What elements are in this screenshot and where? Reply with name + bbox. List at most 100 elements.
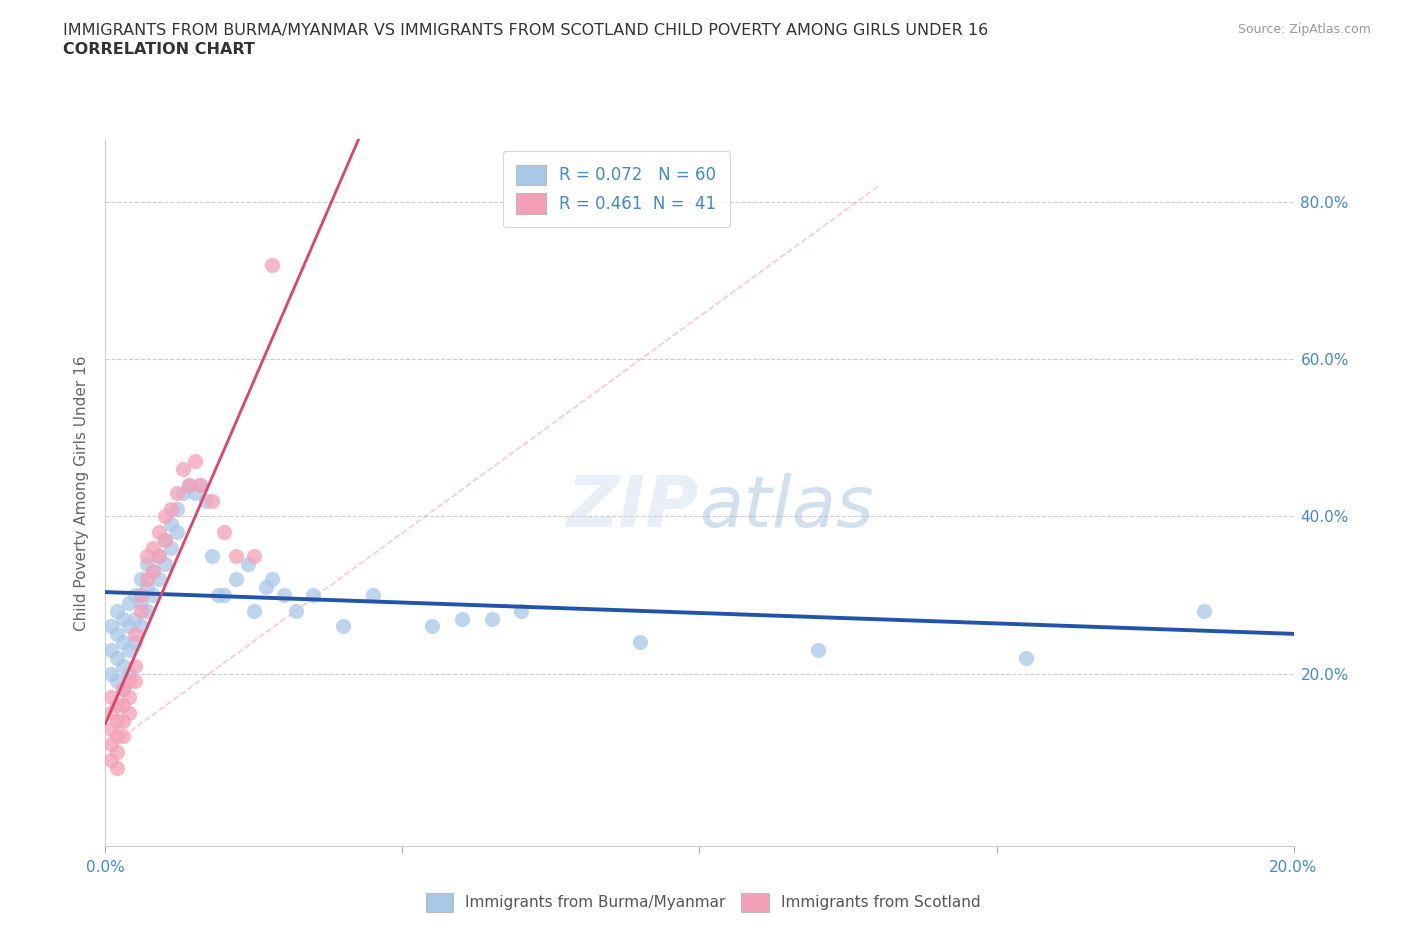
Legend: R = 0.072   N = 60, R = 0.461  N =  41: R = 0.072 N = 60, R = 0.461 N = 41 xyxy=(503,152,730,227)
Point xyxy=(166,485,188,500)
Text: atlas: atlas xyxy=(700,472,875,541)
Point xyxy=(112,658,135,673)
Point xyxy=(190,478,212,493)
Point xyxy=(172,485,194,500)
Point xyxy=(628,634,651,649)
Point xyxy=(100,705,122,720)
Point xyxy=(225,549,247,564)
Text: CORRELATION CHART: CORRELATION CHART xyxy=(63,42,254,57)
Point xyxy=(124,674,146,689)
Point xyxy=(153,533,176,548)
Point xyxy=(142,564,165,578)
Point xyxy=(105,761,128,776)
Point xyxy=(124,627,146,642)
Point xyxy=(172,462,194,477)
Point xyxy=(112,611,135,626)
Point xyxy=(136,604,159,618)
Point xyxy=(118,690,141,705)
Point xyxy=(118,666,141,681)
Point xyxy=(112,729,135,744)
Point xyxy=(807,643,830,658)
Point xyxy=(118,619,141,634)
Point xyxy=(214,525,236,539)
Point xyxy=(118,705,141,720)
Point xyxy=(100,619,122,634)
Point xyxy=(118,595,141,610)
Point xyxy=(148,525,170,539)
Point xyxy=(105,604,128,618)
Point xyxy=(481,611,503,626)
Point xyxy=(254,579,277,594)
Point xyxy=(112,713,135,728)
Point xyxy=(142,540,165,555)
Point xyxy=(148,572,170,587)
Point xyxy=(100,752,122,767)
Point xyxy=(105,650,128,665)
Point xyxy=(260,572,283,587)
Point xyxy=(112,634,135,649)
Point xyxy=(129,588,152,603)
Point xyxy=(420,619,443,634)
Point xyxy=(183,454,205,469)
Point xyxy=(100,643,122,658)
Point xyxy=(1194,604,1216,618)
Point xyxy=(361,588,384,603)
Point xyxy=(142,588,165,603)
Point xyxy=(207,588,229,603)
Point xyxy=(129,619,152,634)
Point xyxy=(195,493,218,508)
Point xyxy=(201,549,224,564)
Text: ZIP: ZIP xyxy=(567,472,700,541)
Point xyxy=(105,674,128,689)
Point xyxy=(105,745,128,760)
Point xyxy=(124,634,146,649)
Point xyxy=(236,556,259,571)
Point xyxy=(273,588,295,603)
Point xyxy=(260,258,283,272)
Point xyxy=(177,478,200,493)
Point xyxy=(450,611,472,626)
Point xyxy=(129,595,152,610)
Point xyxy=(166,525,188,539)
Point xyxy=(112,682,135,697)
Point xyxy=(100,666,122,681)
Point xyxy=(112,698,135,712)
Point xyxy=(148,549,170,564)
Point xyxy=(510,604,533,618)
Point xyxy=(100,690,122,705)
Point xyxy=(105,627,128,642)
Point xyxy=(136,549,159,564)
Point xyxy=(105,713,128,728)
Y-axis label: Child Poverty Among Girls Under 16: Child Poverty Among Girls Under 16 xyxy=(75,355,90,631)
Point xyxy=(153,509,176,524)
Point xyxy=(225,572,247,587)
Point xyxy=(243,604,266,618)
Point xyxy=(1015,650,1038,665)
Point xyxy=(124,658,146,673)
Point xyxy=(214,588,236,603)
Point xyxy=(284,604,307,618)
Point xyxy=(136,579,159,594)
Point xyxy=(124,588,146,603)
Point xyxy=(105,698,128,712)
Point xyxy=(124,611,146,626)
Point xyxy=(177,478,200,493)
Point xyxy=(153,533,176,548)
Point xyxy=(243,549,266,564)
Point xyxy=(118,643,141,658)
Point xyxy=(148,549,170,564)
Point xyxy=(100,737,122,751)
Point xyxy=(129,604,152,618)
Point xyxy=(142,564,165,578)
Point xyxy=(159,501,181,516)
Point xyxy=(153,556,176,571)
Point xyxy=(332,619,354,634)
Point xyxy=(112,682,135,697)
Point xyxy=(159,517,181,532)
Point xyxy=(159,540,181,555)
Legend: Immigrants from Burma/Myanmar, Immigrants from Scotland: Immigrants from Burma/Myanmar, Immigrant… xyxy=(419,887,987,918)
Point xyxy=(166,501,188,516)
Point xyxy=(136,572,159,587)
Point xyxy=(201,493,224,508)
Point xyxy=(190,478,212,493)
